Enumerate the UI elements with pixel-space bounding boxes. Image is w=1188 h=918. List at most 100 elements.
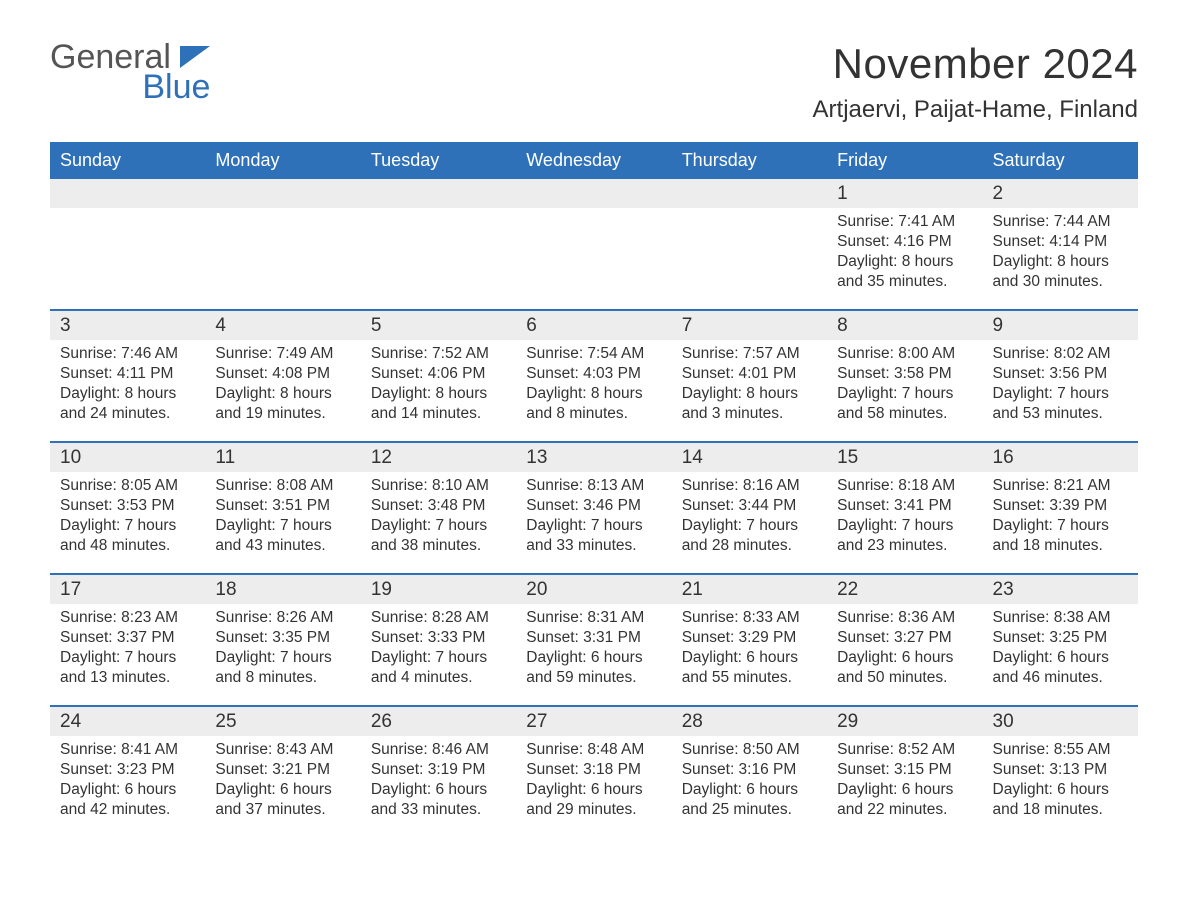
day-number: 8: [827, 311, 982, 340]
day-dl1: Daylight: 7 hours: [215, 516, 350, 536]
day-number: 7: [672, 311, 827, 340]
day-dl1: Daylight: 7 hours: [993, 384, 1128, 404]
day-body: Sunrise: 8:21 AMSunset: 3:39 PMDaylight:…: [983, 472, 1138, 557]
day-dl2: and 19 minutes.: [215, 404, 350, 424]
day-cell: 12Sunrise: 8:10 AMSunset: 3:48 PMDayligh…: [361, 443, 516, 573]
day-dl2: and 18 minutes.: [993, 800, 1128, 820]
day-dl2: and 33 minutes.: [526, 536, 661, 556]
day-dl1: Daylight: 7 hours: [837, 516, 972, 536]
day-body: Sunrise: 7:46 AMSunset: 4:11 PMDaylight:…: [50, 340, 205, 425]
day-dl2: and 50 minutes.: [837, 668, 972, 688]
day-dl2: and 55 minutes.: [682, 668, 817, 688]
day-sunset: Sunset: 3:25 PM: [993, 628, 1128, 648]
day-number: 30: [983, 707, 1138, 736]
day-cell: 17Sunrise: 8:23 AMSunset: 3:37 PMDayligh…: [50, 575, 205, 705]
day-body: Sunrise: 8:48 AMSunset: 3:18 PMDaylight:…: [516, 736, 671, 821]
day-number: 29: [827, 707, 982, 736]
day-cell: [361, 179, 516, 309]
weeks-container: 1Sunrise: 7:41 AMSunset: 4:16 PMDaylight…: [50, 179, 1138, 837]
day-body: Sunrise: 8:36 AMSunset: 3:27 PMDaylight:…: [827, 604, 982, 689]
day-cell: 6Sunrise: 7:54 AMSunset: 4:03 PMDaylight…: [516, 311, 671, 441]
day-dl2: and 53 minutes.: [993, 404, 1128, 424]
day-number: 20: [516, 575, 671, 604]
day-body: Sunrise: 8:52 AMSunset: 3:15 PMDaylight:…: [827, 736, 982, 821]
day-cell: 5Sunrise: 7:52 AMSunset: 4:06 PMDaylight…: [361, 311, 516, 441]
location-subtitle: Artjaervi, Paijat-Hame, Finland: [813, 96, 1138, 124]
day-cell: 15Sunrise: 8:18 AMSunset: 3:41 PMDayligh…: [827, 443, 982, 573]
day-cell: 25Sunrise: 8:43 AMSunset: 3:21 PMDayligh…: [205, 707, 360, 837]
day-body: Sunrise: 8:26 AMSunset: 3:35 PMDaylight:…: [205, 604, 360, 689]
day-sunset: Sunset: 3:58 PM: [837, 364, 972, 384]
week-row: 10Sunrise: 8:05 AMSunset: 3:53 PMDayligh…: [50, 441, 1138, 573]
day-sunset: Sunset: 4:03 PM: [526, 364, 661, 384]
day-dl1: Daylight: 6 hours: [837, 648, 972, 668]
day-sunset: Sunset: 3:31 PM: [526, 628, 661, 648]
day-dl1: Daylight: 6 hours: [993, 648, 1128, 668]
day-dl1: Daylight: 6 hours: [682, 648, 817, 668]
day-sunset: Sunset: 3:39 PM: [993, 496, 1128, 516]
week-row: 17Sunrise: 8:23 AMSunset: 3:37 PMDayligh…: [50, 573, 1138, 705]
day-dl2: and 14 minutes.: [371, 404, 506, 424]
day-dl1: Daylight: 6 hours: [215, 780, 350, 800]
day-header-cell: Tuesday: [361, 142, 516, 179]
day-sunrise: Sunrise: 8:13 AM: [526, 476, 661, 496]
day-sunrise: Sunrise: 8:05 AM: [60, 476, 195, 496]
day-sunset: Sunset: 3:21 PM: [215, 760, 350, 780]
day-sunset: Sunset: 3:27 PM: [837, 628, 972, 648]
day-number: 3: [50, 311, 205, 340]
day-cell: 22Sunrise: 8:36 AMSunset: 3:27 PMDayligh…: [827, 575, 982, 705]
day-body: Sunrise: 8:33 AMSunset: 3:29 PMDaylight:…: [672, 604, 827, 689]
day-body: Sunrise: 8:43 AMSunset: 3:21 PMDaylight:…: [205, 736, 360, 821]
day-header-cell: Sunday: [50, 142, 205, 179]
day-sunrise: Sunrise: 7:46 AM: [60, 344, 195, 364]
day-cell: 16Sunrise: 8:21 AMSunset: 3:39 PMDayligh…: [983, 443, 1138, 573]
day-dl1: Daylight: 6 hours: [682, 780, 817, 800]
day-dl1: Daylight: 7 hours: [60, 516, 195, 536]
day-dl2: and 46 minutes.: [993, 668, 1128, 688]
week-row: 3Sunrise: 7:46 AMSunset: 4:11 PMDaylight…: [50, 309, 1138, 441]
day-sunset: Sunset: 4:16 PM: [837, 232, 972, 252]
day-dl1: Daylight: 6 hours: [371, 780, 506, 800]
day-sunrise: Sunrise: 8:02 AM: [993, 344, 1128, 364]
day-sunrise: Sunrise: 8:46 AM: [371, 740, 506, 760]
day-number: 21: [672, 575, 827, 604]
day-body: Sunrise: 8:16 AMSunset: 3:44 PMDaylight:…: [672, 472, 827, 557]
day-dl1: Daylight: 8 hours: [837, 252, 972, 272]
day-sunset: Sunset: 4:08 PM: [215, 364, 350, 384]
day-number: 24: [50, 707, 205, 736]
day-sunset: Sunset: 3:53 PM: [60, 496, 195, 516]
day-cell: 27Sunrise: 8:48 AMSunset: 3:18 PMDayligh…: [516, 707, 671, 837]
day-dl2: and 18 minutes.: [993, 536, 1128, 556]
day-header-cell: Monday: [205, 142, 360, 179]
day-dl1: Daylight: 6 hours: [526, 780, 661, 800]
day-body: Sunrise: 8:08 AMSunset: 3:51 PMDaylight:…: [205, 472, 360, 557]
day-dl2: and 22 minutes.: [837, 800, 972, 820]
day-dl2: and 23 minutes.: [837, 536, 972, 556]
day-dl2: and 30 minutes.: [993, 272, 1128, 292]
day-cell: [516, 179, 671, 309]
day-cell: 20Sunrise: 8:31 AMSunset: 3:31 PMDayligh…: [516, 575, 671, 705]
day-dl2: and 8 minutes.: [215, 668, 350, 688]
day-sunrise: Sunrise: 8:26 AM: [215, 608, 350, 628]
day-body: Sunrise: 7:52 AMSunset: 4:06 PMDaylight:…: [361, 340, 516, 425]
day-number: 28: [672, 707, 827, 736]
day-body: Sunrise: 8:18 AMSunset: 3:41 PMDaylight:…: [827, 472, 982, 557]
title-block: November 2024 Artjaervi, Paijat-Hame, Fi…: [813, 40, 1138, 124]
day-cell: 14Sunrise: 8:16 AMSunset: 3:44 PMDayligh…: [672, 443, 827, 573]
day-cell: [205, 179, 360, 309]
day-cell: 23Sunrise: 8:38 AMSunset: 3:25 PMDayligh…: [983, 575, 1138, 705]
day-sunrise: Sunrise: 8:33 AM: [682, 608, 817, 628]
day-sunset: Sunset: 3:23 PM: [60, 760, 195, 780]
day-body: Sunrise: 7:57 AMSunset: 4:01 PMDaylight:…: [672, 340, 827, 425]
header-row: General Blue November 2024 Artjaervi, Pa…: [50, 40, 1138, 124]
day-dl2: and 35 minutes.: [837, 272, 972, 292]
day-body: Sunrise: 8:02 AMSunset: 3:56 PMDaylight:…: [983, 340, 1138, 425]
day-body: Sunrise: 8:38 AMSunset: 3:25 PMDaylight:…: [983, 604, 1138, 689]
day-sunrise: Sunrise: 8:43 AM: [215, 740, 350, 760]
day-body: Sunrise: 8:55 AMSunset: 3:13 PMDaylight:…: [983, 736, 1138, 821]
day-dl2: and 38 minutes.: [371, 536, 506, 556]
day-sunset: Sunset: 3:41 PM: [837, 496, 972, 516]
day-dl2: and 28 minutes.: [682, 536, 817, 556]
day-header-cell: Wednesday: [516, 142, 671, 179]
day-sunrise: Sunrise: 8:31 AM: [526, 608, 661, 628]
